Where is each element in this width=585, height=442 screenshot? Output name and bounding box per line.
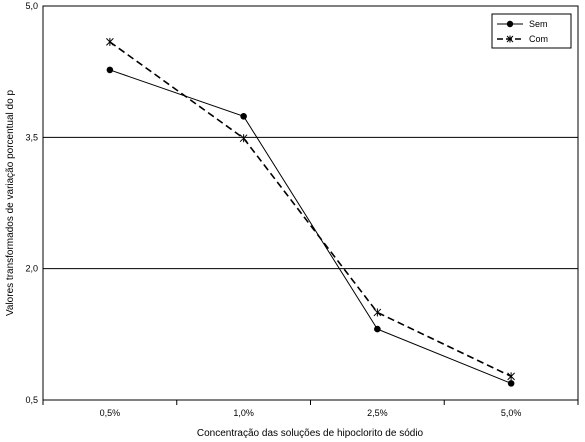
- data-point-com: [373, 308, 382, 317]
- y-axis-tick-labels: 0,5 2,0 3,5 5,0: [25, 1, 38, 405]
- x-axis-tick-labels: 0,5% 1,0% 2,5% 5,0%: [100, 408, 522, 418]
- y-axis-title: Valores transformados de variação porcen…: [5, 90, 16, 316]
- legend-label-com: Com: [529, 34, 548, 44]
- legend-label-sem: Sem: [529, 19, 548, 29]
- y-tick-label: 0,5: [25, 395, 38, 405]
- series-line-sem: [109, 69, 512, 384]
- x-tick-label: 2,5%: [367, 408, 388, 418]
- data-point-com: [106, 37, 114, 46]
- y-tick-label: 3,5: [25, 132, 38, 142]
- series-line-com: [109, 41, 512, 378]
- x-axis-title: Concentração das soluções de hipoclorito…: [197, 428, 424, 439]
- data-point-sem: [106, 66, 114, 74]
- legend-marker-sem: [506, 20, 514, 28]
- data-point-sem: [374, 325, 381, 333]
- data-point-com: [239, 134, 248, 143]
- gridlines: [43, 136, 578, 270]
- series-group: [106, 37, 515, 387]
- legend-box: [491, 13, 572, 49]
- legend-marker-com: [506, 35, 514, 43]
- y-tick-label: 2,0: [25, 264, 38, 274]
- y-tick-label: 5,0: [25, 1, 38, 11]
- x-axis-ticks: [42, 400, 579, 405]
- data-point-sem: [240, 113, 247, 120]
- data-point-sem: [507, 380, 515, 387]
- x-tick-label: 5,0%: [501, 408, 522, 418]
- data-point-com: [507, 372, 515, 381]
- legend: Sem Com: [491, 13, 572, 49]
- plot-area: [42, 5, 579, 401]
- x-tick-label: 0,5%: [100, 408, 121, 418]
- x-tick-label: 1,0%: [233, 408, 254, 418]
